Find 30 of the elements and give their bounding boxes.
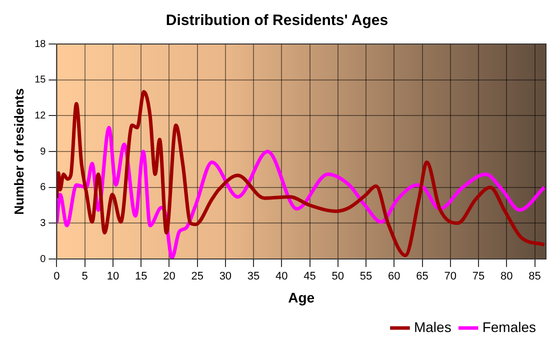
x-tick-label: 45 xyxy=(304,270,316,283)
x-tick-label: 70 xyxy=(444,270,457,283)
x-tick-label: 0 xyxy=(54,270,60,283)
x-axis-title: Age xyxy=(288,289,315,306)
x-tick-label: 60 xyxy=(388,270,400,283)
x-tick-label: 20 xyxy=(163,270,176,283)
x-tick-label: 25 xyxy=(191,270,204,283)
x-tick-label: 50 xyxy=(332,270,344,283)
x-tick-label: 30 xyxy=(219,270,232,283)
x-tick-label: 80 xyxy=(500,270,513,283)
x-tick-label: 5 xyxy=(82,270,88,283)
legend-label: Females xyxy=(482,318,536,335)
x-tick-label: 65 xyxy=(416,270,428,283)
chart-title: Distribution of Residents' Ages xyxy=(166,12,388,30)
x-tick-label: 40 xyxy=(276,270,288,283)
x-tick-label: 85 xyxy=(528,270,541,283)
x-tick-label: 75 xyxy=(472,270,485,283)
x-tick-label: 10 xyxy=(106,270,120,283)
x-tick-label: 55 xyxy=(360,270,372,283)
y-tick-label: 3 xyxy=(40,218,46,229)
y-tick-label: 15 xyxy=(34,74,46,86)
x-tick-label: 15 xyxy=(134,270,148,283)
x-tick-label: 35 xyxy=(247,270,260,283)
y-tick-label: 18 xyxy=(34,38,46,50)
y-tick-label: 6 xyxy=(40,182,46,194)
y-tick-label: 0 xyxy=(40,254,46,265)
legend-label: Males xyxy=(414,318,452,335)
y-tick-label: 9 xyxy=(40,146,46,158)
y-axis-title: Number of residents xyxy=(11,88,26,215)
y-tick-label: 12 xyxy=(34,110,46,122)
